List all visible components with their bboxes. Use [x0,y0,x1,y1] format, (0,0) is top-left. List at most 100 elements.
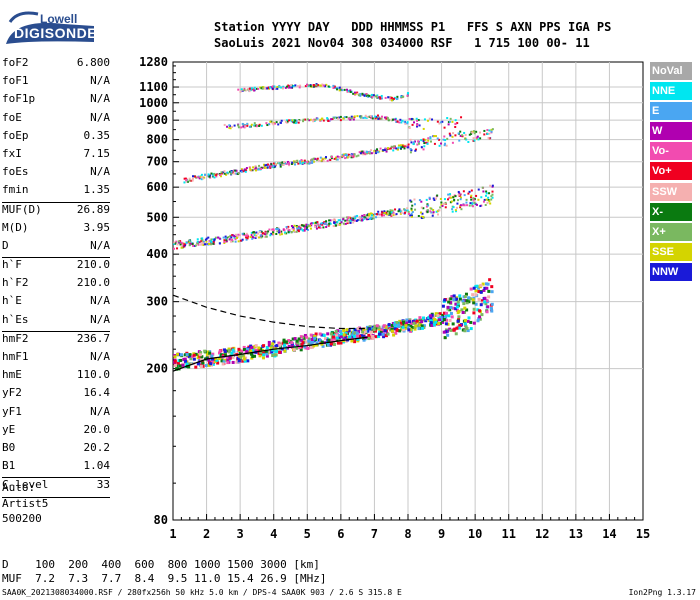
echo-point [489,202,492,205]
echo-point [451,208,454,211]
echo-point [242,170,245,173]
echo-point [434,313,438,317]
echo-point [326,117,329,120]
echo-point [353,340,357,344]
echo-point [188,241,191,244]
echo-point [399,118,402,121]
echo-point [391,209,394,212]
param-row: foF2 6.800 [2,56,110,74]
echo-point [410,209,413,212]
echo-point [269,234,272,237]
echo-point [344,335,348,339]
echo-point [472,301,476,305]
echo-point [352,216,355,219]
echo-point [491,196,494,199]
echo-point [454,209,457,212]
echo-point [253,89,256,92]
echo-point [201,241,204,244]
echo-point [194,365,198,369]
echo-point [377,326,381,330]
echo-point [287,339,291,343]
echo-point [290,86,293,89]
echo-point [434,320,438,324]
echo-point [177,240,180,243]
echo-point [436,213,439,216]
echo-point [362,153,365,156]
echo-point [208,174,211,177]
echo-point [280,233,283,236]
echo-point [392,333,396,337]
echo-point [333,85,336,88]
echo-point [294,120,297,123]
param-name: hmF1 [2,350,29,363]
echo-point [443,198,446,201]
echo-point [373,324,377,328]
echo-point [324,85,327,88]
echo-point [385,150,388,153]
echo-point [485,192,488,195]
echo-point [352,219,355,222]
echo-point [364,153,367,156]
echo-point [401,119,404,122]
echo-point [263,166,266,169]
header-line-1: Station YYYY DAY DDD HHMMSS P1 FFS S AXN… [214,20,612,34]
echo-point [299,84,302,87]
echo-point [395,213,398,216]
x-tick-label: 8 [404,527,411,541]
param-separator [2,257,110,259]
echo-point [414,140,417,143]
echo-point [461,299,465,303]
echo-point [211,174,214,177]
echo-point [377,334,381,338]
echo-point [486,129,489,132]
echo-point [486,305,490,309]
echo-point [422,140,425,143]
echo-point [208,239,211,242]
echo-point [210,243,213,246]
echo-point [183,243,186,246]
echo-point [340,332,344,336]
echo-point [290,231,293,234]
echo-point [402,144,405,147]
echo-point [314,158,317,161]
echo-point [463,318,467,322]
echo-point [270,165,273,168]
echo-point [410,149,413,152]
echo-point [342,333,346,337]
echo-point [309,224,312,227]
echo-point [455,298,459,302]
param-name: MUF(D) [2,202,42,216]
echo-point [409,328,413,332]
echo-point [222,236,225,239]
echo-point [260,124,263,127]
echo-point [253,124,256,127]
echo-point [315,341,319,345]
echo-point [330,338,334,342]
echo-point [245,232,248,235]
echo-point [452,298,456,302]
echo-point [333,337,337,341]
echo-point [310,222,313,225]
echo-point [217,236,220,239]
echo-point [488,278,492,282]
echo-point [230,240,233,243]
echo-point [264,349,268,353]
echo-point [223,170,226,173]
echo-point [486,201,489,204]
echo-point [430,313,434,317]
echo-point [419,211,422,214]
echo-point [456,122,459,125]
echo-point [288,85,291,88]
legend-item: W [650,122,692,141]
echo-point [240,126,243,129]
echo-point [445,144,448,147]
echo-point [284,86,287,89]
echo-point [392,211,395,214]
echo-point [191,242,194,245]
echo-point [242,357,246,361]
echo-point [369,115,372,118]
echo-point [313,334,317,338]
echo-point [273,353,277,357]
echo-point [490,290,494,294]
echo-point [243,234,246,237]
